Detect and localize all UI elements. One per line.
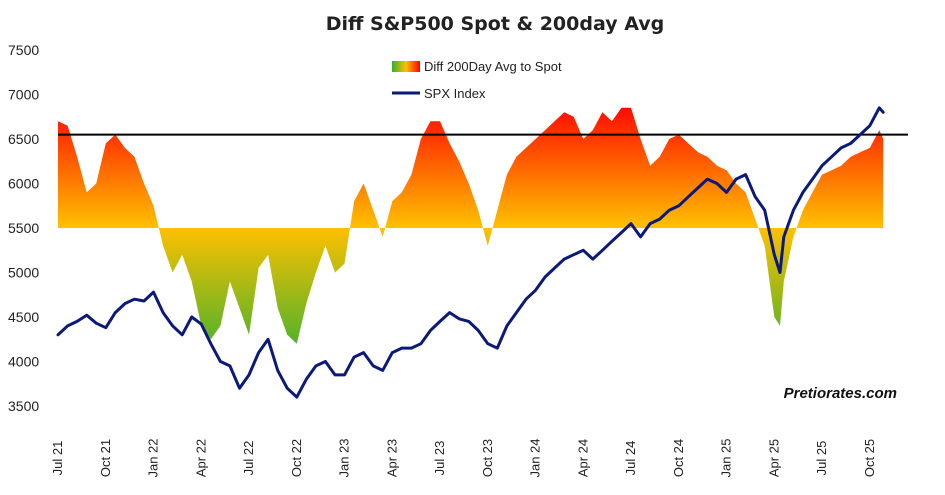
x-tick-label: Oct 22 — [289, 439, 304, 477]
y-tick-label: 7000 — [8, 87, 39, 103]
y-tick-label: 7500 — [8, 42, 39, 58]
x-tick-label: Jul 23 — [432, 441, 447, 476]
spx-line — [56, 106, 885, 399]
y-tick-label: 6000 — [8, 176, 39, 192]
x-axis: Jul 21 Oct 21 Jan 22 Apr 22 Jul 22 Oct 22 Jan … — [50, 438, 877, 477]
x-tick-label: Jan 25 — [719, 438, 734, 477]
legend: Diff 200Day Avg to Spot SPX Index — [392, 59, 562, 101]
spx-line-layer — [56, 106, 885, 399]
x-tick-label: Jul 24 — [623, 441, 638, 476]
y-tick-label: 4500 — [8, 309, 39, 325]
x-tick-label: Jul 21 — [50, 441, 65, 476]
y-axis: 3500 4000 4500 5000 5500 6000 6500 7000 7500 — [8, 42, 39, 414]
x-tick-label: Apr 22 — [193, 439, 208, 477]
x-tick-label: Apr 23 — [384, 439, 399, 477]
x-tick-label: Jan 22 — [146, 438, 161, 477]
x-tick-label: Jan 23 — [337, 438, 352, 477]
legend-label-diff: Diff 200Day Avg to Spot — [424, 59, 562, 74]
x-tick-label: Apr 25 — [766, 439, 781, 477]
y-tick-label: 6500 — [8, 131, 39, 147]
y-tick-label: 5000 — [8, 265, 39, 281]
x-tick-label: Oct 23 — [480, 439, 495, 477]
x-tick-label: Oct 24 — [671, 439, 686, 477]
y-tick-label: 5500 — [8, 220, 39, 236]
diff-area-layer — [58, 107, 884, 344]
x-tick-label: Oct 25 — [862, 439, 877, 477]
y-tick-label: 3500 — [8, 398, 39, 414]
x-tick-label: Oct 21 — [98, 439, 113, 477]
chart-title: Diff S&P500 Spot & 200day Avg — [326, 13, 664, 35]
x-tick-label: Jul 22 — [241, 441, 256, 476]
legend-label-spx: SPX Index — [424, 86, 486, 101]
diff-area — [58, 107, 884, 344]
source-label: Pretiorates.com — [784, 385, 897, 402]
legend-swatch-diff — [392, 61, 420, 72]
x-tick-label: Jul 25 — [814, 441, 829, 476]
x-tick-label: Jan 24 — [528, 438, 543, 477]
x-tick-label: Apr 24 — [575, 439, 590, 477]
y-tick-label: 4000 — [8, 354, 39, 370]
